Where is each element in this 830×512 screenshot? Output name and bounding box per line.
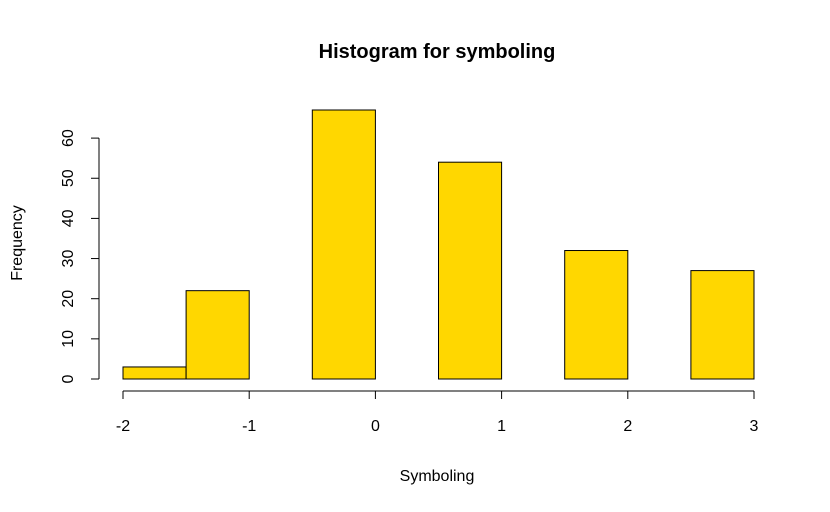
y-tick-label: 10 xyxy=(60,330,77,348)
y-tick-label: 0 xyxy=(60,374,77,383)
histogram-bar xyxy=(438,161,503,380)
histogram-bar xyxy=(122,366,187,380)
x-tick-label: -1 xyxy=(242,418,256,435)
bars-group xyxy=(122,109,755,380)
x-tick-label: 2 xyxy=(623,418,632,435)
x-tick-label: 0 xyxy=(371,418,380,435)
y-axis: 0 10 20 30 40 50 60 xyxy=(60,129,100,383)
y-tick-label: 60 xyxy=(60,129,77,147)
histogram-bar xyxy=(185,290,250,380)
y-tick-label: 20 xyxy=(60,290,77,308)
y-tick-label: 30 xyxy=(60,250,77,268)
y-tick-label: 50 xyxy=(60,169,77,187)
x-tick-label: -2 xyxy=(116,418,130,435)
x-axis: -2 -1 0 1 2 3 xyxy=(116,390,759,435)
histogram-bar xyxy=(311,109,376,380)
y-tick-label: 40 xyxy=(60,209,77,227)
y-axis-label: Frequency xyxy=(9,205,26,281)
chart-title: Histogram for symboling xyxy=(319,41,556,63)
x-tick-label: 3 xyxy=(750,418,759,435)
histogram-bar xyxy=(564,250,629,380)
x-axis-label: Symboling xyxy=(400,468,475,485)
x-tick-label: 1 xyxy=(497,418,506,435)
histogram-bar xyxy=(690,270,755,380)
